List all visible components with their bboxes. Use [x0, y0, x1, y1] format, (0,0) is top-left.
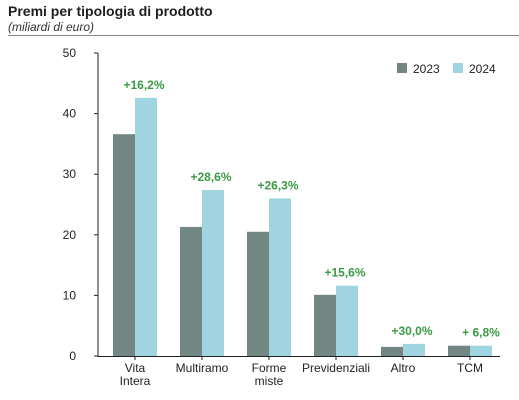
- y-tick-label: 40: [63, 107, 77, 121]
- chart-header: Premi per tipologia di prodotto (miliard…: [8, 2, 511, 35]
- y-tick-label: 20: [63, 228, 77, 242]
- growth-annotation: +15,6%: [324, 266, 365, 280]
- bar-2024: [202, 189, 224, 356]
- bar-2024: [269, 198, 291, 356]
- y-tick-label: 0: [69, 349, 76, 363]
- category-label: miste: [255, 374, 284, 388]
- y-tick-label: 50: [63, 46, 77, 60]
- bar-2023: [247, 231, 269, 356]
- bar-2024: [336, 285, 358, 356]
- chart-subtitle: (miliardi di euro): [8, 20, 95, 34]
- bar-2023: [381, 346, 403, 356]
- bar-2024: [470, 345, 492, 356]
- bar-2023: [314, 294, 336, 356]
- bar-2023: [448, 345, 470, 356]
- growth-annotation: + 6,8%: [462, 326, 500, 340]
- growth-annotation: +26,3%: [257, 178, 298, 192]
- header-divider: [8, 35, 519, 36]
- bar-2024: [403, 343, 425, 356]
- category-label: Multiramo: [176, 361, 229, 375]
- legend-label-2024: 2024: [469, 62, 496, 76]
- growth-annotation: +16,2%: [123, 78, 164, 92]
- y-tick-label: 10: [63, 288, 77, 302]
- bar-2023: [113, 134, 135, 356]
- legend-swatch-2024: [453, 63, 463, 73]
- category-label: Forme: [252, 361, 287, 375]
- y-tick-label: 30: [63, 167, 77, 181]
- category-label: Intera: [120, 374, 151, 388]
- category-label: TCM: [457, 361, 483, 375]
- legend-label-2023: 2023: [413, 62, 440, 76]
- chart-title: Premi per tipologia di prodotto: [8, 3, 213, 19]
- legend-swatch-2023: [397, 63, 407, 73]
- bar-2023: [180, 226, 202, 356]
- bar-2024: [135, 97, 157, 357]
- category-label: Previdenziali: [302, 361, 370, 375]
- category-label: Vita: [125, 361, 146, 375]
- growth-annotation: +30,0%: [391, 324, 432, 338]
- growth-annotation: +28,6%: [190, 170, 231, 184]
- category-label: Altro: [391, 361, 416, 375]
